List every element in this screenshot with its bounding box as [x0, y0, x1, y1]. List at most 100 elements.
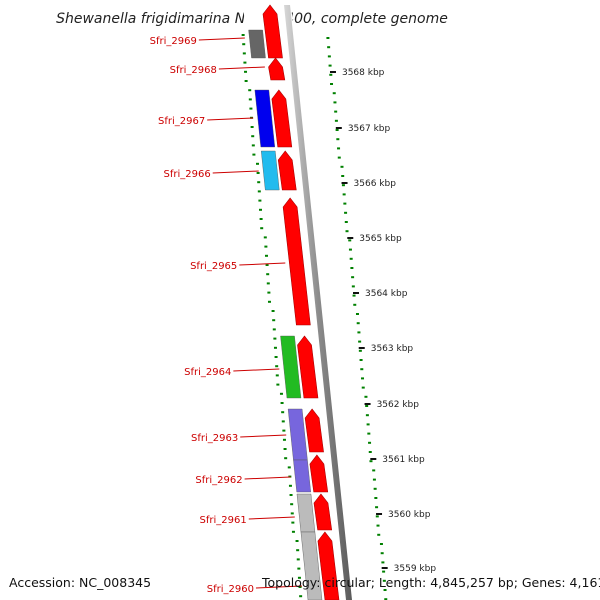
kbp-tick-label: 3562 kbp: [377, 400, 420, 410]
gene-block-sfri_2966[interactable]: [260, 150, 280, 191]
gc-tick-right: [353, 303, 357, 306]
gene-label-sfri_2961[interactable]: Sfri_2961: [200, 515, 247, 526]
forward-gene-arrow[interactable]: [271, 89, 293, 148]
gc-tick-left: [275, 365, 279, 368]
gene-label-sfri_2969[interactable]: Sfri_2969: [150, 36, 197, 47]
forward-gene-arrow[interactable]: [304, 408, 324, 453]
kbp-tick: [381, 567, 388, 569]
kbp-tick-label: 3568 kbp: [342, 68, 385, 78]
gc-tick-left: [242, 43, 246, 46]
gc-tick-right: [342, 193, 346, 196]
forward-gene-arrow[interactable]: [313, 493, 333, 531]
gc-tick-left: [282, 438, 286, 441]
kbp-scale: 3568 kbp 3567 kbp 3566 kbp 3565 kbp 3564 kbp…: [329, 68, 437, 574]
gene-block-sfri_2969[interactable]: [248, 29, 266, 59]
gc-tick-right: [349, 257, 353, 260]
gc-tick-left: [275, 374, 279, 377]
gene-label-sfri_2960[interactable]: Sfri_2960: [207, 584, 254, 595]
gc-tick-right: [334, 110, 338, 113]
gene-label-sfri_2966[interactable]: Sfri_2966: [163, 169, 210, 180]
gene-label-sfri_2963[interactable]: Sfri_2963: [191, 433, 238, 444]
gc-tick-left: [256, 172, 260, 174]
gc-tick-left: [295, 540, 299, 542]
kbp-tick-label: 3563 kbp: [371, 344, 414, 354]
gc-tick-right: [340, 165, 344, 168]
gc-tick-right: [369, 460, 373, 463]
gc-tick-right: [372, 478, 376, 481]
forward-gene-arrow[interactable]: [309, 454, 329, 493]
gene-block-sfri_2960[interactable]: [300, 531, 323, 600]
kbp-tick: [364, 403, 371, 405]
gene-label-sfri_2968[interactable]: Sfri_2968: [170, 65, 217, 76]
gc-tick-left: [244, 70, 248, 73]
gc-tick-left: [259, 218, 263, 220]
gc-tick-left: [266, 282, 270, 285]
gc-tick-left: [273, 337, 277, 340]
gene-label-leader: [239, 262, 286, 266]
gc-tick-left: [256, 162, 260, 165]
kbp-tick-label: 3565 kbp: [359, 234, 402, 244]
gene-label-sfri_2962[interactable]: Sfri_2962: [195, 475, 242, 486]
kbp-tick-label: 3560 kbp: [388, 510, 431, 520]
gc-tick-left: [264, 245, 268, 248]
gc-tick-right: [364, 395, 368, 398]
gc-tick-right: [326, 37, 330, 39]
gc-tick-left: [290, 503, 294, 506]
gene-label-leader: [212, 170, 259, 174]
gc-tick-left: [274, 356, 278, 358]
gc-tick-right: [356, 322, 360, 325]
kbp-tick-label: 3567 kbp: [348, 124, 391, 134]
gc-tick-right: [333, 101, 337, 104]
gene-label-leader: [248, 516, 295, 520]
gene-block-sfri_2962[interactable]: [293, 459, 311, 493]
kbp-tick: [370, 458, 377, 460]
forward-gene-arrow[interactable]: [262, 4, 283, 59]
gc-tick-left: [273, 346, 277, 349]
gene-block-sfri_2967[interactable]: [254, 89, 276, 148]
gc-tick-left: [257, 190, 261, 193]
gc-tick-right: [383, 589, 387, 591]
forward-gene-arrow[interactable]: [317, 531, 340, 600]
gc-tick-right: [357, 331, 361, 334]
gc-tick-right: [355, 313, 359, 315]
gc-tick-left: [291, 530, 295, 533]
gc-tick-right: [365, 414, 369, 417]
kbp-tick-label: 3559 kbp: [394, 564, 437, 574]
gc-tick-left: [272, 328, 276, 331]
forward-gene-arrow[interactable]: [297, 335, 319, 399]
gene-label-sfri_2964[interactable]: Sfri_2964: [184, 367, 231, 378]
gc-tick-right: [379, 543, 383, 545]
kbp-tick: [358, 347, 365, 349]
gc-tick-left: [266, 273, 270, 276]
gc-tick-right: [360, 368, 364, 371]
gc-tick-right: [344, 221, 348, 223]
gc-tick-right: [345, 230, 349, 233]
gene-block-sfri_2965[interactable]: [282, 197, 311, 326]
topology-text: Topology: circular; Length: 4,845,257 bp…: [262, 575, 600, 590]
gc-tick-left: [251, 135, 255, 138]
gene-block-sfri_2968[interactable]: [268, 57, 286, 81]
gc-tick-left: [297, 567, 301, 570]
gc-tick-right: [328, 64, 332, 67]
gc-tick-left: [249, 107, 253, 110]
gc-tick-right: [377, 533, 381, 536]
forward-gene-arrow[interactable]: [277, 150, 297, 191]
kbp-tick: [353, 292, 360, 294]
gene-label-leader: [198, 37, 245, 41]
gc-tick-left: [258, 208, 262, 211]
gc-tick-right: [348, 239, 352, 242]
gc-tick-right: [351, 276, 355, 279]
accession-text: Accession: NC_008345: [9, 575, 152, 590]
gc-tick-right: [381, 561, 385, 564]
gc-tick-right: [330, 83, 334, 85]
gc-tick-left: [263, 236, 267, 239]
gene-label-sfri_2965[interactable]: Sfri_2965: [190, 261, 237, 272]
gene-block-sfri_2964[interactable]: [280, 335, 302, 399]
gc-tick-left: [279, 392, 283, 395]
gene-label-sfri_2967[interactable]: Sfri_2967: [158, 116, 205, 127]
gc-tick-left: [299, 595, 303, 598]
gc-tick-right: [359, 359, 363, 361]
gc-tick-left: [281, 420, 285, 423]
gc-tick-right: [329, 73, 333, 76]
gene-track: [248, 4, 340, 600]
